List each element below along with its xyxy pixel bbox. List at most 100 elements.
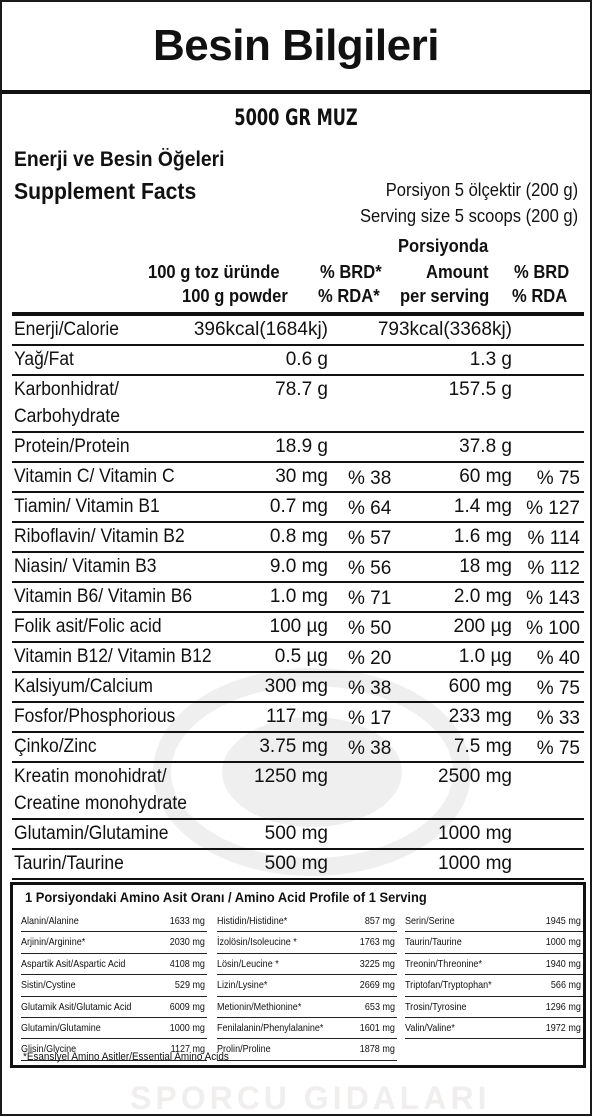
amino-name: Fenilalanin/Phenylalanine*: [217, 1021, 324, 1034]
col-rda-tr: % BRD*: [320, 262, 382, 282]
amino-name: Glutamik Asit/Glutamic Acid: [21, 1000, 132, 1013]
serving-value: 18 mg: [459, 556, 512, 577]
amino-row: Arjinin/Arginine* 2030 mg: [21, 932, 207, 954]
serving-rda: % 112: [527, 558, 580, 579]
per100-value: 18.9 g: [275, 436, 328, 457]
per100-value: 117 mg: [266, 706, 328, 727]
table-row: Çinko/Zinc 3.75 mg % 38 7.5 mg % 75: [12, 733, 584, 763]
nutrient-name: Protein/Protein: [14, 436, 130, 457]
per100-rda: % 20: [348, 648, 392, 669]
amino-name: Lizin/Lysine*: [217, 979, 268, 992]
table-row: Riboflavin/ Vitamin B2 0.8 mg % 57 1.6 mg % …: [12, 523, 584, 553]
amino-value: 1296 mg: [545, 1000, 581, 1013]
table-row: Folik asit/Folic acid 100 µg % 50 200 µg % 1…: [12, 613, 584, 643]
serving-value: 1.3 g: [469, 349, 512, 370]
amino-row: Triptofan/Tryptophan* 566 mg: [405, 975, 583, 997]
table-row: Kalsiyum/Calcium 300 mg % 38 600 mg % 75: [12, 673, 584, 703]
amino-acid-box: 1 Porsiyondaki Amino Asit Oranı / Amino …: [10, 882, 586, 1068]
table-row: Enerji/Calorie 396kcal(1684kj) 793kcal(336…: [12, 316, 584, 346]
per100-rda: % 17: [348, 708, 392, 729]
amino-name: Taurin/Taurine: [405, 936, 462, 949]
per100-value: 0.8 mg: [269, 526, 328, 547]
amino-row: Trosin/Tyrosine 1296 mg: [405, 997, 583, 1018]
table-row: Vitamin B6/ Vitamin B6 1.0 mg % 71 2.0 mg % …: [12, 583, 584, 613]
amino-name: Glisin/Glycine: [21, 1043, 77, 1056]
amino-value: 1972 mg: [545, 1021, 581, 1034]
col-serving-amount: Amount: [426, 262, 489, 282]
heading-tr: Enerji ve Besin Öğeleri: [14, 148, 225, 171]
serving-value: 600 mg: [448, 676, 512, 697]
title-bar: Besin Bilgileri: [2, 2, 590, 94]
amino-value: 1000 mg: [545, 936, 581, 949]
amino-row: Taurin/Taurine 1000 mg: [405, 932, 583, 954]
amino-row: Alanin/Alanine 1633 mg: [21, 911, 207, 933]
amino-name: Alanin/Alanine: [21, 915, 79, 927]
per100-value: 0.6 g: [285, 349, 328, 370]
amino-row: Glutamik Asit/Glutamic Acid 6009 mg: [21, 997, 207, 1018]
amino-row: Treonin/Threonine* 1940 mg: [405, 954, 583, 976]
serving-value: 7.5 mg: [453, 736, 512, 757]
amino-row: Metionin/Methionine* 653 mg: [217, 997, 397, 1018]
per100-value: 9.0 mg: [269, 556, 328, 577]
nutrient-name: Enerji/Calorie: [14, 319, 119, 340]
per100-rda: % 56: [348, 558, 392, 579]
amino-name: Prolin/Proline: [217, 1043, 271, 1056]
nutrient-name: Fosfor/Phosphorious: [14, 706, 176, 727]
per100-value: 78.7 g: [275, 379, 328, 400]
amino-name: Triptofan/Tryptophan*: [405, 979, 492, 992]
nutrient-name: Glutamin/Glutamine: [14, 823, 169, 844]
page-title: Besin Bilgileri: [153, 21, 439, 70]
amino-name: İzolösin/Isoleucine *: [217, 936, 297, 949]
amino-name: Lösin/Leucine *: [217, 957, 279, 970]
serving-value: 1.6 mg: [453, 526, 512, 547]
serving-value: 1.0 µg: [458, 646, 512, 667]
nutrient-name: Vitamin B12/ Vitamin B12: [14, 646, 212, 667]
serving-rda: % 40: [536, 648, 580, 669]
amino-name: Arjinin/Arginine*: [21, 936, 86, 949]
table-row: Tiamin/ Vitamin B1 0.7 mg % 64 1.4 mg % 127: [12, 493, 584, 523]
amino-value: 1878 mg: [359, 1043, 395, 1056]
amino-row: Lizin/Lysine* 2669 mg: [217, 975, 397, 997]
amino-value: 653 mg: [364, 1000, 395, 1013]
amino-value: 566 mg: [550, 979, 581, 992]
nutrient-name: Kreatin monohidrat/: [14, 766, 167, 787]
col-rda-en: % RDA*: [318, 286, 380, 306]
serving-rda: % 75: [536, 738, 580, 759]
per100-rda: % 38: [348, 468, 392, 489]
amino-value: 857 mg: [364, 915, 395, 927]
nutrient-table: Enerji/Calorie 396kcal(1684kj) 793kcal(336…: [12, 316, 584, 880]
serving-value: 157.5 g: [448, 379, 512, 400]
serving-value: 2500 mg: [438, 766, 512, 787]
amino-column: Histidin/Histidine* 857 mg İzolösin/Isoleu…: [217, 911, 397, 1061]
per100-value: 300 mg: [264, 676, 328, 697]
amino-note: *Esansiyel Amino Asitler/Essential Amino…: [23, 1051, 229, 1063]
portion-tr: Porsiyon 5 ölçektir (200 g): [385, 180, 578, 200]
col-serving-en: per serving: [400, 286, 490, 306]
amino-row: Aspartik Asit/Aspartic Acid 4108 mg: [21, 954, 207, 976]
col-serving-tr: Porsiyonda: [398, 236, 489, 256]
table-row: Fosfor/Phosphorious 117 mg % 17 233 mg % 33: [12, 703, 584, 733]
nutrient-name-line2: Creatine monohydrate: [14, 793, 187, 814]
serving-rda: % 114: [527, 528, 580, 549]
amino-name: Metionin/Methionine*: [217, 1000, 302, 1013]
serving-rda: % 75: [536, 678, 580, 699]
per100-rda: % 38: [348, 678, 392, 699]
amino-name: Serin/Serine: [405, 915, 455, 927]
amino-value: 1127 mg: [170, 1043, 205, 1056]
serving-value: 1000 mg: [438, 823, 512, 844]
amino-value: 2030 mg: [169, 936, 205, 949]
serving-rda: % 143: [526, 588, 580, 609]
amino-name: Trosin/Tyrosine: [405, 1000, 467, 1013]
per100-value: 3.75 mg: [259, 736, 328, 757]
amino-value: 4108 mg: [169, 957, 205, 970]
serving-value: 233 mg: [448, 706, 512, 727]
amino-row: Valin/Valine* 1972 mg: [405, 1018, 583, 1040]
per100-value: 500 mg: [264, 823, 328, 844]
amino-name: Glutamin/Glutamine: [21, 1021, 101, 1034]
amino-row: İzolösin/Isoleucine * 1763 mg: [217, 932, 397, 954]
amino-value: 1633 mg: [169, 915, 205, 927]
table-row: Kreatin monohidrat/Creatine monohydrate 1…: [12, 763, 584, 820]
amino-row: Lösin/Leucine * 3225 mg: [217, 954, 397, 976]
amino-name: Sistin/Cystine: [21, 979, 76, 992]
